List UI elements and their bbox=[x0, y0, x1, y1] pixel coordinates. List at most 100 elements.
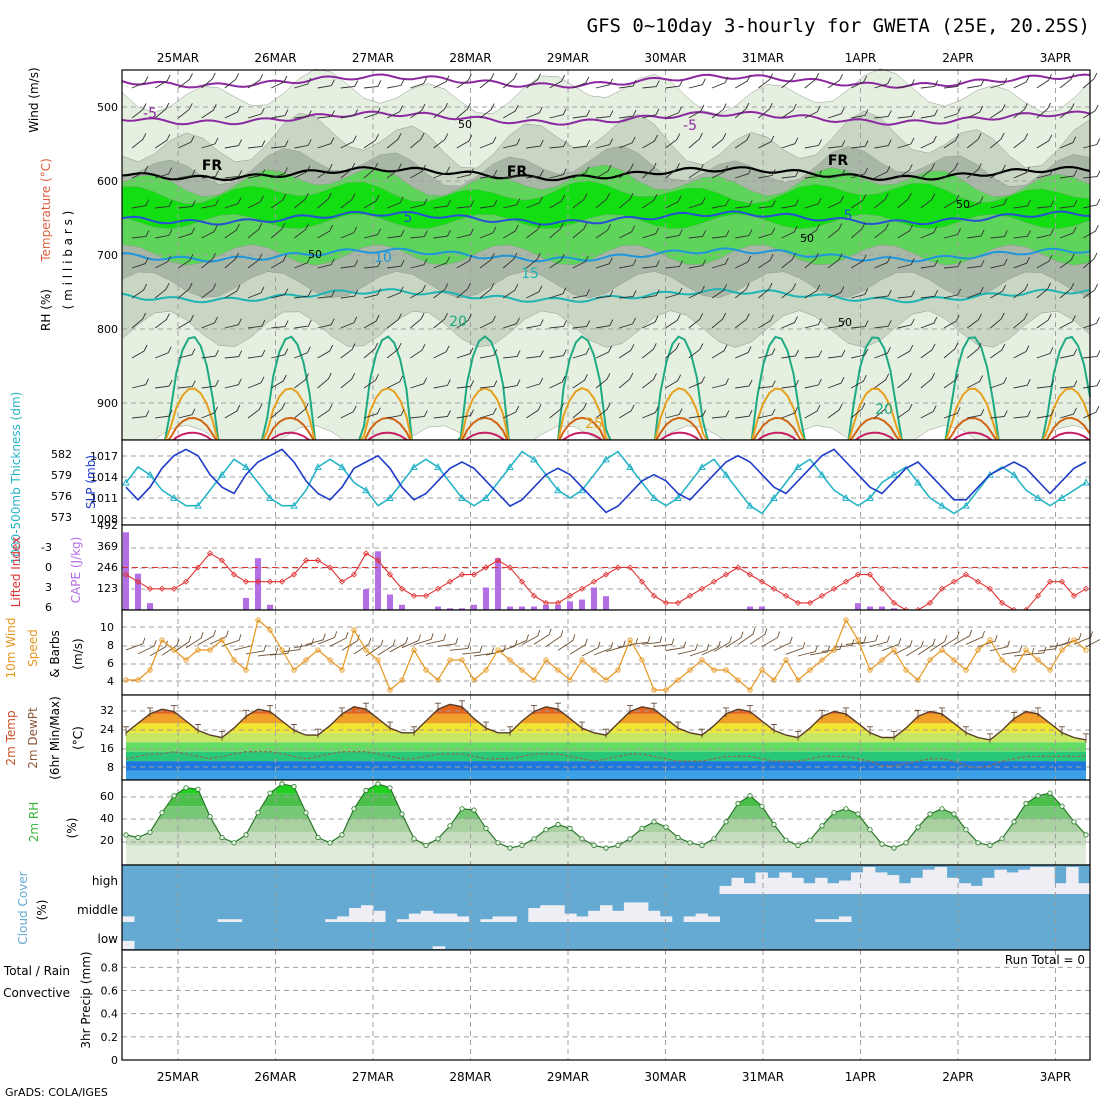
pressure-tick-label: 900 bbox=[97, 397, 118, 410]
wind10m-barb bbox=[677, 643, 698, 655]
cape-bar bbox=[531, 606, 537, 610]
cape-bar bbox=[855, 603, 861, 610]
thickness-marker bbox=[1010, 470, 1018, 478]
wind10m-marker bbox=[399, 677, 405, 683]
wind10m-barb bbox=[377, 639, 396, 656]
wind-barb bbox=[154, 102, 170, 119]
wind10m-barb bbox=[305, 633, 326, 646]
wind-barb bbox=[642, 343, 657, 359]
wind-barb bbox=[665, 408, 683, 419]
wind10m-marker bbox=[927, 657, 933, 663]
cloud-middle-bar bbox=[337, 916, 350, 922]
wind10m-marker bbox=[231, 657, 237, 663]
wind-barb bbox=[433, 345, 450, 359]
wind-barb bbox=[827, 73, 844, 89]
rh2m-marker bbox=[951, 811, 957, 817]
wind-barb bbox=[943, 314, 960, 329]
wind-barb bbox=[711, 312, 727, 329]
wind10m-marker bbox=[1059, 647, 1065, 653]
li-marker bbox=[806, 599, 814, 606]
wind-barb bbox=[317, 79, 335, 89]
wind-barb bbox=[549, 168, 567, 179]
rh2m-ylabel: 2m RH bbox=[27, 802, 41, 843]
wind10m-barb bbox=[125, 637, 146, 651]
cloud-middle-bar bbox=[396, 919, 410, 922]
wind-barb bbox=[363, 288, 382, 299]
wind-barb bbox=[456, 254, 473, 269]
wind-barb bbox=[294, 319, 312, 329]
wind-barb bbox=[503, 350, 521, 359]
wind-barb bbox=[642, 80, 660, 89]
rh2m-marker bbox=[735, 800, 741, 807]
wind-barb bbox=[734, 133, 751, 149]
cloud-middle-bar bbox=[659, 916, 673, 922]
li-marker bbox=[386, 571, 394, 578]
precip-tick-label: 0.4 bbox=[101, 1008, 119, 1021]
thickness-marker bbox=[914, 478, 922, 486]
wind-barb bbox=[363, 194, 380, 209]
wind-barb bbox=[850, 254, 867, 269]
wind-barb bbox=[503, 405, 520, 419]
rh2m-tick-label: 20 bbox=[100, 834, 114, 847]
cape-bar bbox=[603, 596, 609, 610]
wind-barb bbox=[990, 230, 1008, 239]
wind-barb bbox=[711, 132, 727, 149]
wind-barb bbox=[456, 168, 474, 179]
thickness-line bbox=[125, 450, 1087, 515]
li-marker bbox=[674, 599, 682, 606]
rh2m-marker bbox=[771, 821, 777, 828]
rh-contour-label: 50 bbox=[800, 232, 814, 245]
wind10m-marker bbox=[171, 647, 177, 653]
wind10m-marker bbox=[891, 647, 897, 653]
thickness-marker bbox=[170, 493, 178, 501]
wind-barb bbox=[178, 227, 196, 239]
wind-barb bbox=[340, 162, 356, 179]
wind-barb bbox=[549, 140, 567, 149]
wind-barb bbox=[595, 164, 612, 179]
wind-barb bbox=[688, 78, 706, 89]
wind-barb bbox=[317, 344, 334, 359]
cape-bar bbox=[399, 604, 405, 610]
thickness-marker bbox=[938, 501, 946, 509]
wind10m-marker bbox=[939, 647, 945, 653]
bottom-date-axis: 25MAR 26MAR 27MAR 28MAR 29MAR 30MAR 31MAR 1APR 2… bbox=[157, 1070, 1071, 1084]
wind-barb bbox=[804, 170, 823, 179]
wind-barb bbox=[201, 283, 217, 299]
wind-barb bbox=[851, 75, 868, 89]
rh2m-marker bbox=[627, 836, 633, 842]
wind10m-ylabel-b: Speed bbox=[26, 629, 40, 667]
wind-barb bbox=[943, 288, 962, 299]
wind-barb bbox=[433, 283, 449, 299]
li-marker bbox=[782, 592, 790, 599]
wind10m-barb bbox=[185, 631, 204, 649]
isotherm--10 bbox=[121, 73, 1091, 89]
cape-bar bbox=[363, 589, 369, 610]
wind-barb bbox=[595, 373, 611, 389]
wind-barb bbox=[781, 379, 799, 389]
wind10m-marker bbox=[699, 657, 705, 663]
rh2m-marker bbox=[675, 834, 681, 841]
wind-barb bbox=[410, 164, 426, 179]
li-marker bbox=[518, 578, 526, 585]
wind-barb bbox=[410, 132, 425, 149]
temp-band bbox=[126, 751, 1086, 762]
li-ylabel: Lifted Index bbox=[9, 537, 23, 608]
wind-barb bbox=[410, 343, 426, 359]
wind10m-barb bbox=[857, 634, 879, 645]
cape-bar bbox=[591, 587, 597, 610]
wind-barb bbox=[595, 257, 613, 269]
wind-barb bbox=[410, 377, 428, 389]
wind10m-barb bbox=[809, 645, 831, 656]
rh2m-marker bbox=[915, 824, 921, 830]
wind-barb bbox=[178, 314, 194, 329]
wind-barb bbox=[549, 74, 566, 89]
wind-barb bbox=[456, 134, 473, 149]
wind10m-barb bbox=[437, 637, 459, 647]
rh2m-marker bbox=[447, 823, 453, 829]
wind10m-marker bbox=[819, 657, 825, 663]
wind10m-marker bbox=[351, 627, 357, 633]
wind-barb bbox=[967, 105, 984, 119]
wind-barb bbox=[131, 230, 150, 239]
wind-barb bbox=[758, 408, 776, 419]
rh2m-marker bbox=[903, 840, 909, 846]
